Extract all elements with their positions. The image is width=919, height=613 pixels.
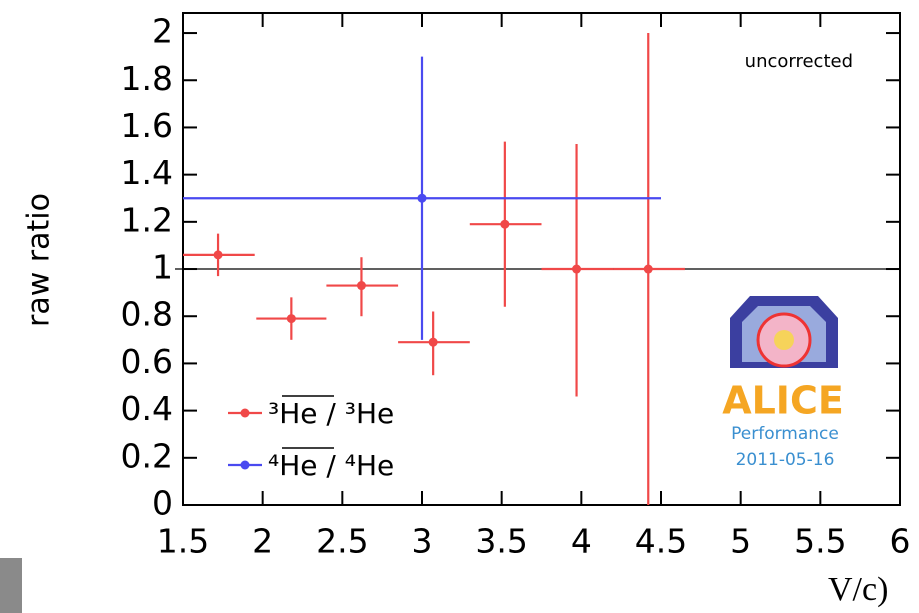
point (356, 281, 366, 291)
x-tick-label: 6 (890, 522, 911, 561)
image-fragment (0, 558, 22, 613)
annotation: uncorrected (745, 51, 853, 72)
x-tick-label: 1.5 (157, 522, 209, 561)
y-tick-label: 1 (152, 248, 173, 287)
point (572, 264, 582, 274)
logo-core (774, 330, 794, 350)
point (428, 337, 438, 347)
logo-title: ALICE (722, 379, 844, 423)
point (417, 193, 427, 203)
logo-line: 2011-05-16 (736, 450, 835, 470)
y-tick-label: 1.2 (121, 200, 173, 239)
y-tick-label: 0.2 (121, 436, 173, 475)
logo: ALICE Performance 2011-05-16 (722, 296, 844, 470)
y-tick-label: 2 (152, 12, 173, 51)
logo-line: Performance (731, 424, 839, 444)
legend-label: ⁴He / ⁴He (268, 449, 394, 482)
y-tick-label: 0.4 (121, 389, 173, 428)
y-tick-label: 1.6 (121, 106, 173, 145)
legend-marker (240, 408, 250, 418)
x-tick-label: 2.5 (316, 522, 368, 561)
legend-marker (240, 460, 250, 470)
point (643, 264, 653, 274)
x-tick-label: 3 (412, 522, 433, 561)
y-tick-label: 0.6 (121, 342, 173, 381)
x-tick-label: 5 (730, 522, 751, 561)
x-tick-label: 4.5 (635, 522, 687, 561)
x-tick-label: 4 (571, 522, 592, 561)
legend-label: ³He / ³He (268, 397, 394, 430)
x-tick-label: 2 (252, 522, 273, 561)
point (213, 250, 223, 260)
point (286, 314, 296, 324)
y-tick-label: 1.4 (121, 153, 173, 192)
y-axis-label: raw ratio (22, 193, 57, 327)
x-tick-label: 5.5 (794, 522, 846, 561)
y-tick-label: 1.8 (121, 59, 173, 98)
x-axis-label: V/c) (828, 571, 888, 608)
x-tick-label: 3.5 (475, 522, 527, 561)
y-tick-label: 0 (152, 484, 173, 523)
point (500, 219, 510, 229)
plot-frame (182, 12, 901, 506)
y-tick-label: 0.8 (121, 295, 173, 334)
